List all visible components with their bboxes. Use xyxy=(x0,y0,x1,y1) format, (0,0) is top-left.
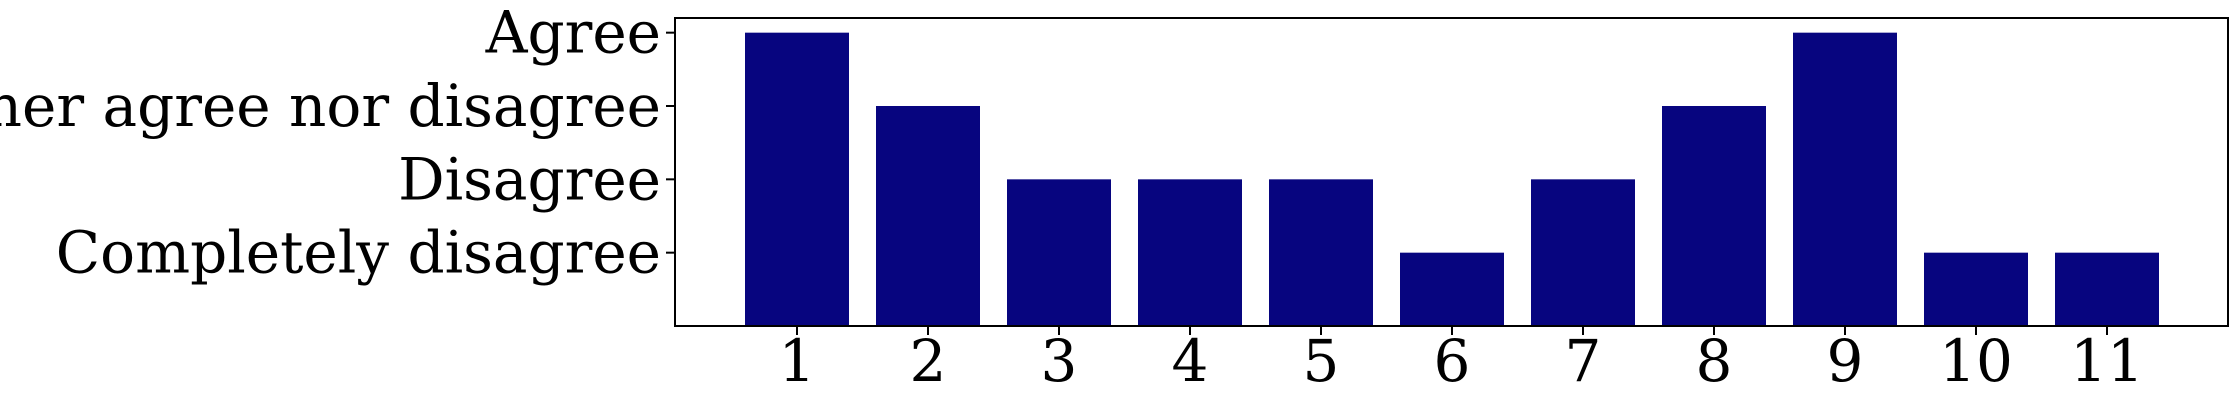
y-axis-ticks: Completely disagreeDisagreeNeither agree… xyxy=(0,0,675,287)
y-tick-label: Neither agree nor disagree xyxy=(0,72,661,140)
bar-5 xyxy=(1269,179,1373,326)
x-tick-label: 10 xyxy=(1939,327,2013,395)
bars-layer xyxy=(745,32,2159,327)
x-tick-label: 5 xyxy=(1303,327,1340,395)
bar-3 xyxy=(1007,179,1111,326)
x-tick-label: 11 xyxy=(2070,327,2144,395)
x-tick-label: 9 xyxy=(1827,327,1864,395)
bar-9 xyxy=(1793,32,1897,327)
bar-4 xyxy=(1138,179,1242,326)
bar-6 xyxy=(1400,252,1504,326)
bar-11 xyxy=(2055,252,2159,326)
bar-10 xyxy=(1924,252,2028,326)
x-tick-label: 7 xyxy=(1565,327,1602,395)
x-tick-label: 8 xyxy=(1696,327,1733,395)
x-axis-ticks: 1 2 3 4 5 6 7 8 9 10 11 xyxy=(779,326,2144,395)
y-tick-label: Disagree xyxy=(398,145,661,213)
x-tick-label: 6 xyxy=(1434,327,1471,395)
y-tick-label: Completely disagree xyxy=(56,219,661,287)
bar-7 xyxy=(1531,179,1635,326)
bar-2 xyxy=(876,106,980,326)
x-tick-label: 1 xyxy=(779,327,816,395)
x-tick-label: 3 xyxy=(1041,327,1078,395)
x-tick-label: 2 xyxy=(910,327,947,395)
bar-1 xyxy=(745,32,849,327)
bar-8 xyxy=(1662,106,1766,326)
x-tick-label: 4 xyxy=(1172,327,1209,395)
y-tick-label: Agree xyxy=(485,0,661,67)
